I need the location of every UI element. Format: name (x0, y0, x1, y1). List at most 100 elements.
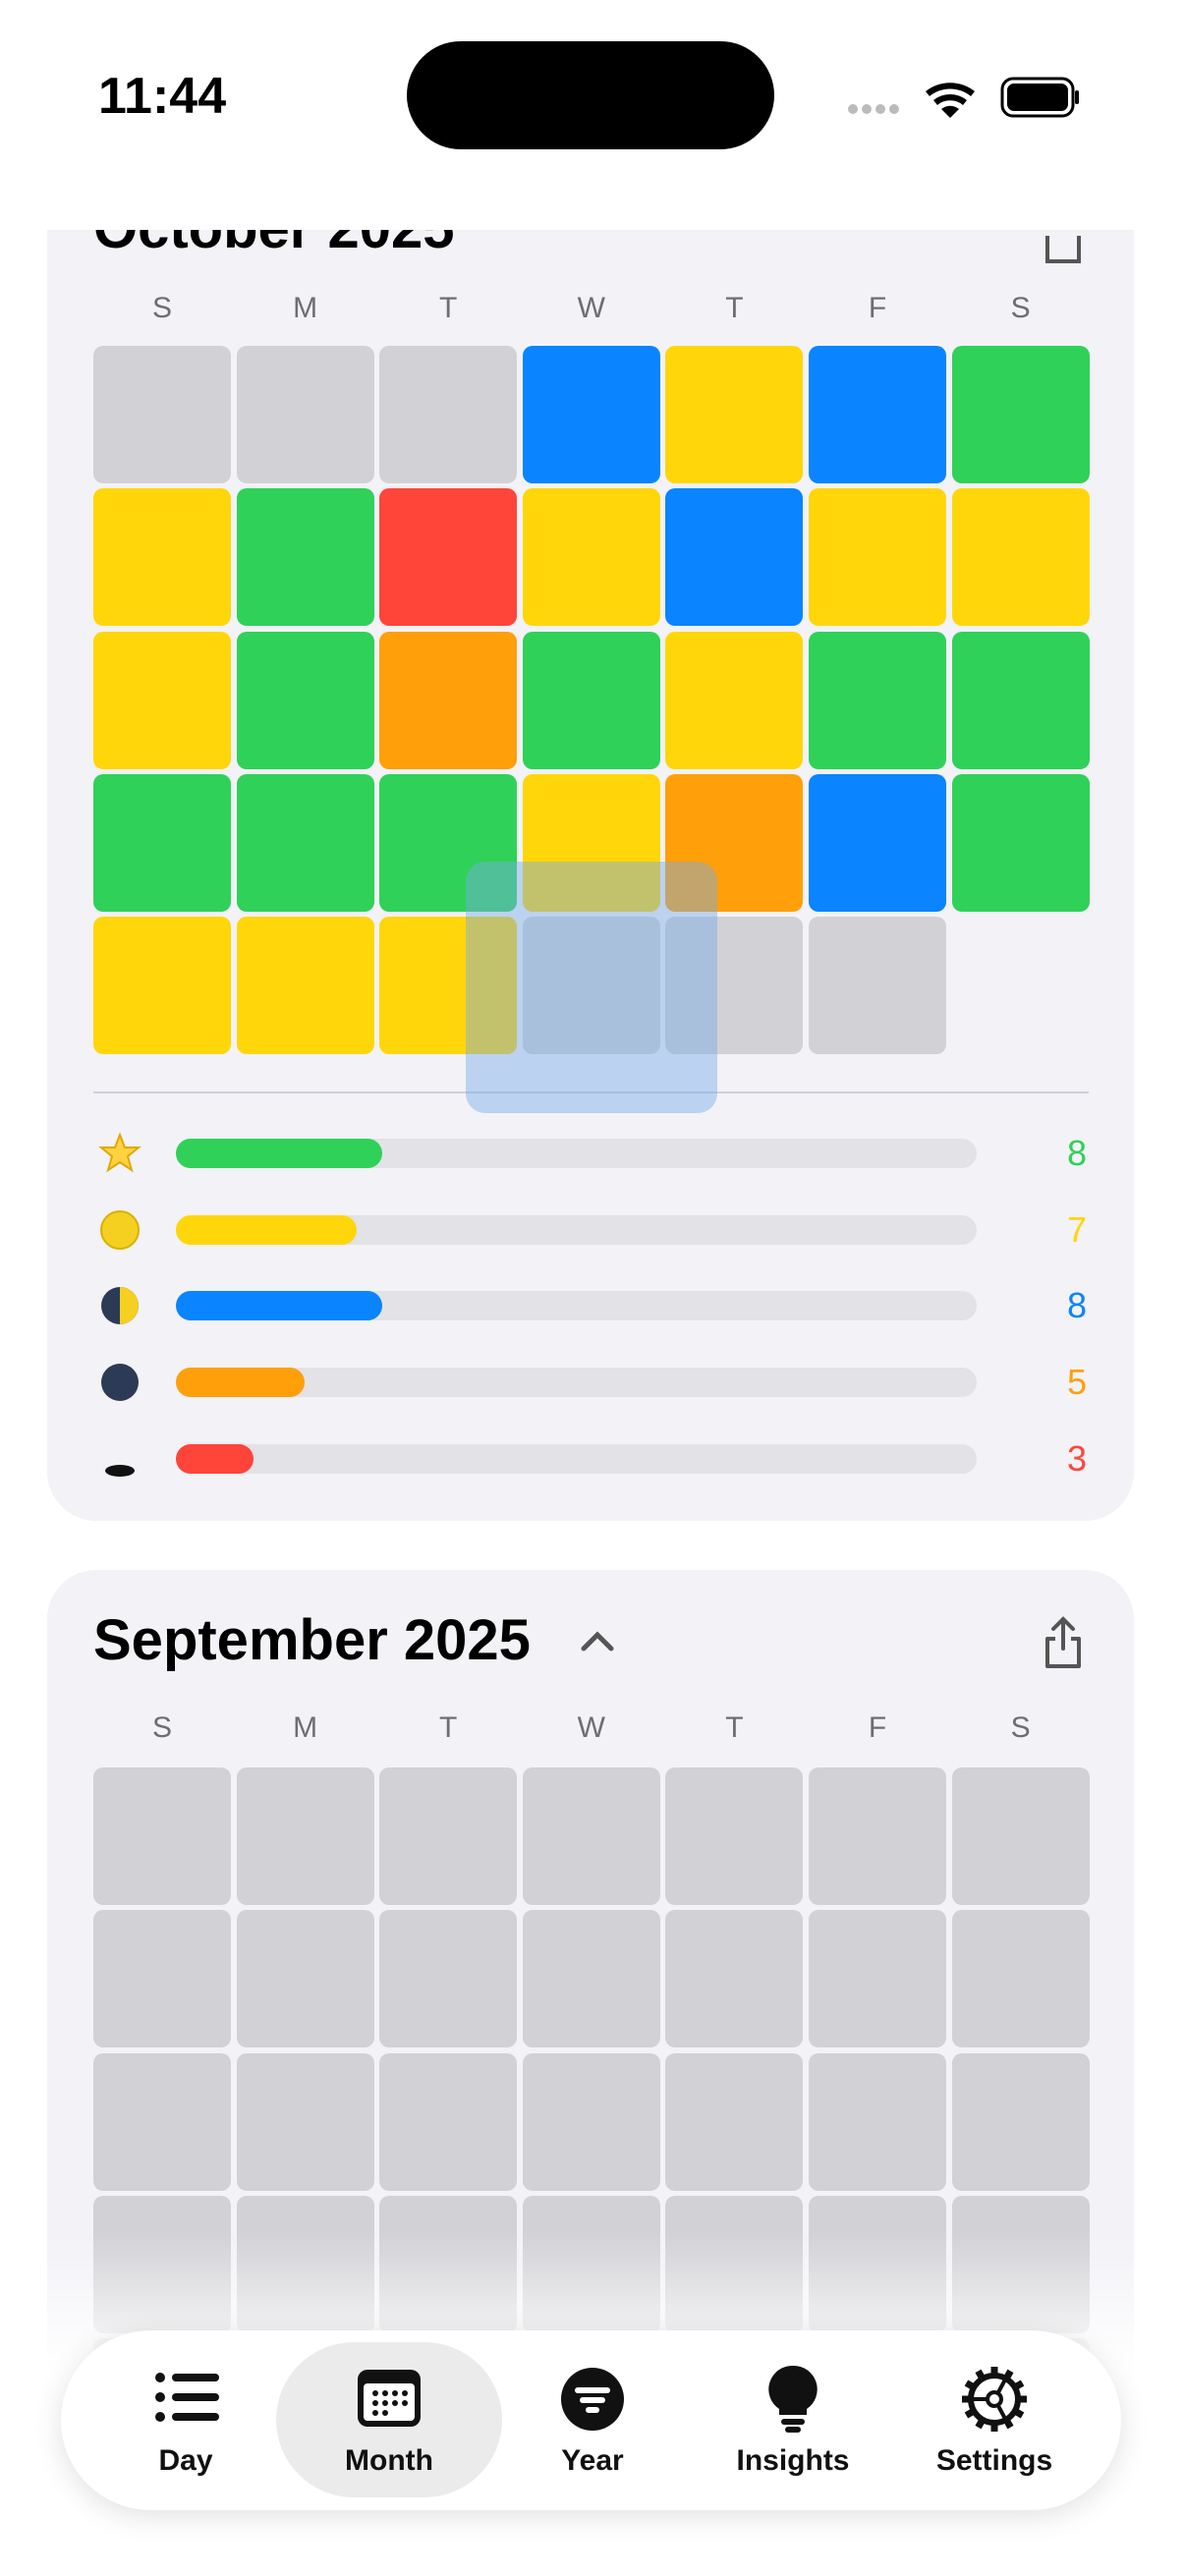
day-cell[interactable] (665, 917, 804, 1055)
weekday-label: M (293, 292, 318, 324)
day-cell[interactable] (379, 1767, 518, 1905)
day-cell[interactable] (236, 917, 374, 1055)
mood-icon (98, 1437, 141, 1481)
tab-label[interactable]: Settings (935, 2444, 1053, 2477)
day-cell[interactable] (522, 2052, 660, 2191)
count-label: 8 (1066, 1133, 1087, 1173)
day-cell[interactable] (379, 2052, 518, 2191)
day-cell[interactable] (665, 2052, 804, 2191)
day-cell[interactable] (809, 773, 946, 912)
day-cell[interactable] (951, 346, 1090, 483)
day-cell[interactable] (236, 2052, 374, 2191)
tab-icon[interactable] (959, 2364, 1030, 2435)
day-cell[interactable] (951, 773, 1090, 912)
day-cell[interactable] (93, 346, 231, 483)
day-cell[interactable] (522, 1910, 660, 2048)
tab-icon[interactable] (354, 2364, 424, 2435)
day-cell[interactable] (379, 631, 518, 769)
day-cell[interactable] (93, 917, 231, 1055)
tab-bar: Day Month Year Insights Settings (61, 2330, 1121, 2510)
day-cell[interactable] (93, 631, 231, 769)
day-cell[interactable] (93, 2052, 231, 2191)
day-cell[interactable] (522, 346, 660, 483)
tab-icon[interactable] (150, 2364, 221, 2435)
day-cell[interactable] (379, 773, 518, 912)
day-cell[interactable] (522, 631, 660, 769)
day-cell[interactable] (665, 346, 804, 483)
day-cell[interactable] (809, 1767, 946, 1905)
weekday-label: W (577, 1711, 605, 1744)
day-cell[interactable] (809, 346, 946, 483)
weekday-label: M (293, 1711, 318, 1744)
day-cell[interactable] (522, 773, 660, 912)
day-cell[interactable] (951, 2052, 1090, 2191)
day-cell[interactable] (236, 773, 374, 912)
bar (176, 1368, 306, 1398)
weekday-label: T (725, 292, 744, 324)
day-cell[interactable] (93, 1910, 231, 2048)
clock: 11:44 (98, 68, 227, 125)
day-cell[interactable] (93, 773, 231, 912)
weekday-label: F (868, 292, 887, 324)
day-cell[interactable] (236, 1767, 374, 1905)
day-cell[interactable] (665, 1767, 804, 1905)
collapse-chevron[interactable] (578, 1627, 617, 1656)
tab-label[interactable]: Day (158, 2444, 213, 2477)
day-cell[interactable] (236, 631, 374, 769)
weekday-label: S (1010, 1711, 1031, 1744)
day-cell[interactable] (809, 488, 946, 627)
weekday-label: F (868, 1711, 887, 1744)
day-cell[interactable] (951, 1910, 1090, 2048)
day-cell[interactable] (522, 488, 660, 627)
tab-icon[interactable] (557, 2364, 628, 2435)
day-cell[interactable] (93, 488, 231, 627)
mood-icon (98, 1208, 141, 1252)
day-cell[interactable] (809, 2052, 946, 2191)
day-cell[interactable] (665, 488, 804, 627)
share-button[interactable] (1044, 1615, 1083, 1670)
mood-icon-graphic (101, 1364, 139, 1402)
day-cell[interactable] (379, 346, 518, 483)
tab-label[interactable]: Year (561, 2444, 624, 2477)
day-cell[interactable] (809, 917, 946, 1055)
day-cell[interactable] (951, 631, 1090, 769)
tab-label[interactable]: Month (345, 2444, 433, 2477)
weekday-label: S (1010, 292, 1031, 324)
weekday-label: T (725, 1711, 744, 1744)
day-cell[interactable] (665, 631, 804, 769)
weekday-label: T (439, 1711, 458, 1744)
day-cell[interactable] (951, 1767, 1090, 1905)
day-cell[interactable] (236, 488, 374, 627)
day-cell[interactable] (236, 1910, 374, 2048)
mood-icon-graphic (105, 1464, 135, 1477)
day-cell[interactable] (379, 488, 518, 627)
day-cell[interactable] (522, 917, 660, 1055)
tab-icon-graphic (561, 2368, 624, 2431)
day-cell[interactable] (809, 631, 946, 769)
touch-highlight (466, 862, 717, 1113)
day-cell[interactable] (951, 488, 1090, 627)
weekday-label: T (439, 292, 458, 324)
bar-track (176, 1368, 977, 1398)
day-cell[interactable] (379, 1910, 518, 2048)
weekday-label: W (577, 292, 605, 324)
day-cell[interactable] (809, 1910, 946, 2048)
day-cell[interactable] (236, 346, 374, 483)
day-cell[interactable] (522, 1767, 660, 1905)
share-button[interactable] (1044, 216, 1083, 265)
status-bar: 11:44 (0, 0, 1185, 230)
bar (176, 1139, 383, 1168)
tab-label[interactable]: Insights (736, 2444, 850, 2477)
mood-icon-graphic (101, 1287, 139, 1325)
tab-icon[interactable] (758, 2364, 828, 2435)
day-cell[interactable] (379, 917, 518, 1055)
bar (176, 1291, 383, 1321)
status-icons (848, 77, 1079, 118)
day-cell[interactable] (93, 1767, 231, 1905)
day-cell[interactable] (665, 1910, 804, 2048)
count-label: 8 (1066, 1285, 1087, 1326)
day-cell[interactable] (665, 773, 804, 912)
mood-icon (98, 1361, 141, 1404)
